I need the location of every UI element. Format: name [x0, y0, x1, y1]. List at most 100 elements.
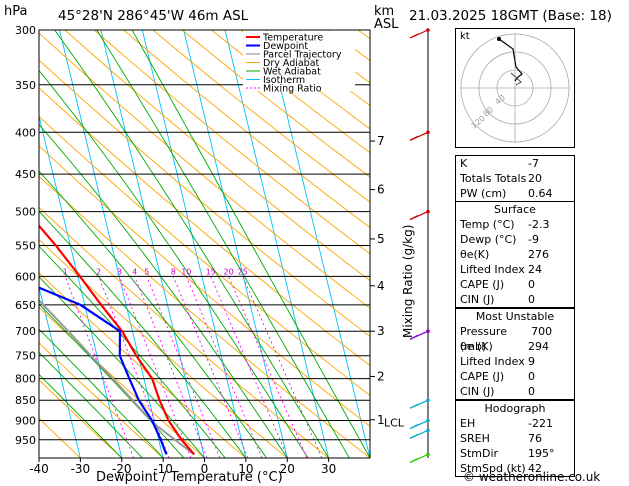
- index-value: 0.64: [528, 187, 553, 200]
- hodograph: 120 80 40 kt: [455, 28, 575, 148]
- index-label: SREH: [460, 432, 490, 445]
- mixing-ratio-line: [172, 276, 249, 458]
- legend-label: Isotherm: [263, 75, 305, 86]
- index-row: Totals Totals 20: [456, 171, 574, 186]
- isotherm-line: [141, 30, 247, 458]
- x-tick-label: -30: [71, 462, 91, 476]
- pressure-tick-label: 700: [15, 325, 36, 338]
- index-value: 0: [528, 278, 535, 291]
- x-tick-label: 30: [321, 462, 336, 476]
- x-axis-ticks: -40 -30 -20 -10 0 10 20 30: [29, 458, 336, 476]
- hpa-label: hPa: [4, 4, 28, 19]
- index-label: Totals Totals: [460, 172, 527, 185]
- mixing-ratio-label: 1: [63, 267, 68, 276]
- hodograph-trace: [498, 38, 523, 82]
- mixing-ratio-labels: 1 2 3 4 5 8 10 15 20 25: [63, 267, 248, 276]
- legend-label: Wet Adiabat: [263, 67, 321, 78]
- mixing-ratio-line: [98, 276, 170, 458]
- hodograph-storm-motion: [510, 72, 522, 86]
- legend-label: Parcel Trajectory: [263, 50, 342, 61]
- index-value: 24: [528, 263, 542, 276]
- indices-table: K -7 Totals Totals 20 PW (cm) 0.64 Surface Te…: [455, 155, 575, 477]
- index-value: -7: [528, 157, 539, 170]
- dry-adiabat-line: [39, 306, 205, 458]
- mixing-ratio-label: 3: [117, 267, 122, 276]
- legend-label: Temperature: [262, 33, 323, 44]
- index-value: 276: [528, 248, 549, 261]
- pressure-tick-label: 450: [15, 168, 36, 181]
- mixing-ratio-line: [64, 276, 135, 458]
- x-tick-label: 0: [201, 462, 209, 476]
- index-label: Lifted Index: [460, 263, 525, 276]
- hodograph-section: Hodograph EH -221 SREH 76 StmDir 195° StmSpd (…: [456, 400, 574, 477]
- index-value: 700: [531, 325, 553, 338]
- pressure-tick-label: 500: [15, 206, 36, 219]
- legend-box: [243, 31, 355, 91]
- dry-adiabat-line: [39, 342, 164, 458]
- pressure-tick-label: 300: [15, 24, 36, 37]
- index-row: StmDir 195°: [456, 446, 574, 461]
- index-label: Dewp (°C): [460, 233, 517, 246]
- wind-barb-flag: [409, 334, 419, 340]
- legend-label: Dewpoint: [263, 41, 308, 52]
- mixing-ratio-axis-title: Mixing Ratio (g/kg): [401, 224, 415, 338]
- x-tick-label: 10: [238, 462, 253, 476]
- x-tick-label: -40: [29, 462, 49, 476]
- wind-barb-dot: [426, 418, 430, 423]
- wind-barbs: [409, 28, 430, 463]
- km-tick-label: 2: [377, 369, 385, 383]
- isobars: [39, 29, 370, 441]
- km-tick-label: 6: [377, 183, 385, 197]
- index-row: Pressure (mb) 700: [456, 324, 574, 353]
- wind-barb-flag: [409, 33, 419, 39]
- index-row: K -7: [456, 156, 574, 171]
- mixing-ratio-label: 5: [144, 267, 149, 276]
- km-tick-label: 5: [377, 232, 385, 246]
- index-value: 0: [528, 385, 535, 398]
- legend-label: Mixing Ratio: [263, 84, 322, 95]
- km-tick-label: 3: [377, 324, 385, 338]
- index-label: PW (cm): [460, 187, 507, 200]
- km-ticks: 7 6 5 4 3 2 1 LCL: [370, 134, 405, 430]
- dry-adiabat-line: [64, 30, 370, 282]
- index-value: 0: [528, 370, 535, 383]
- index-value: 20: [528, 172, 542, 185]
- index-value: 0: [528, 293, 535, 306]
- index-value: -2.3: [528, 218, 550, 231]
- pressure-tick-label: 750: [15, 350, 36, 363]
- index-label: CAPE (J): [460, 370, 505, 383]
- most-unstable-title: Most Unstable: [475, 310, 555, 323]
- x-tick-label: 20: [280, 462, 295, 476]
- wind-barb-dot: [426, 398, 430, 403]
- index-row: SREH 76: [456, 431, 574, 446]
- dry-adiabat-line: [39, 417, 81, 458]
- index-row: CAPE (J) 0: [456, 369, 574, 384]
- mixing-ratio-label: 15: [206, 267, 216, 276]
- index-row: Lifted Index 24: [456, 262, 574, 277]
- index-value: -221: [528, 417, 553, 430]
- dry-adiabat-line: [93, 30, 370, 255]
- index-label: Temp (°C): [460, 218, 515, 231]
- pressure-tick-label: 950: [15, 434, 36, 447]
- wind-barb-dot: [426, 130, 430, 135]
- wind-barb-flag: [409, 457, 419, 463]
- pressure-tick-label: 400: [15, 126, 36, 139]
- index-label: θe(K): [460, 248, 490, 261]
- x-tick-label: -10: [153, 462, 173, 476]
- pressure-ticks: 300 350 400 450 500 550 600 650 700 750 800 850 900 9…: [15, 24, 36, 447]
- isotherm-line: [183, 30, 288, 458]
- wind-barb-flag: [409, 215, 419, 221]
- mixing-ratio-label: 8: [171, 267, 176, 276]
- pressure-tick-label: 850: [15, 394, 36, 407]
- location-label: 45°28'N 286°45'W 46m ASL: [58, 8, 249, 24]
- isotherm-line: [265, 30, 370, 458]
- hodograph-unit: kt: [460, 31, 470, 42]
- mixing-ratio-line: [242, 276, 323, 458]
- isotherm-line: [39, 114, 123, 458]
- wind-barb-flag: [409, 135, 419, 141]
- index-row: EH -221: [456, 416, 574, 431]
- wind-barb-dot: [426, 452, 430, 457]
- index-label: K: [460, 157, 468, 170]
